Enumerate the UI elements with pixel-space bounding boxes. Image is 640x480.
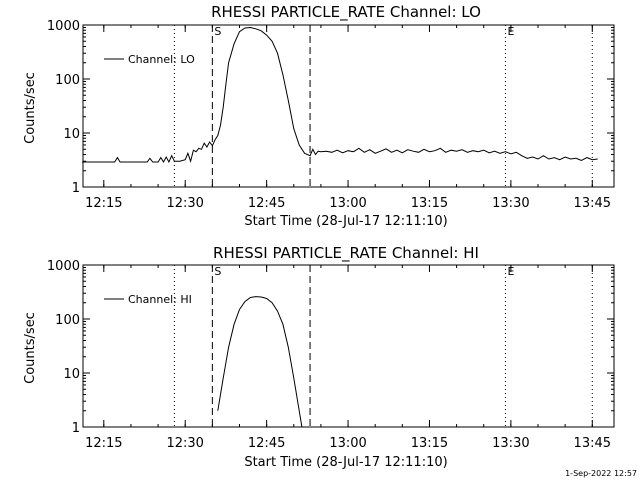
legend-label: Channel: LO [128, 53, 195, 66]
x-tick-label: 12:45 [248, 196, 285, 211]
panel-hi: RHESSI PARTICLE_RATE Channel: HI Counts/… [23, 244, 615, 470]
y-tick-label: 100 [55, 73, 80, 88]
y-tick-label: 1 [72, 421, 80, 436]
legend-label: Channel: HI [128, 293, 192, 306]
x-tick-label: 12:45 [248, 436, 285, 451]
x-tick-label: 12:15 [85, 436, 122, 451]
legend: Channel: LO [104, 53, 195, 66]
x-tick-label: 12:15 [85, 196, 122, 211]
series-line [82, 26, 598, 164]
chart-title: RHESSI PARTICLE_RATE Channel: LO [211, 3, 481, 22]
marker-label: E [507, 265, 514, 278]
plot-frame [82, 264, 615, 428]
x-tick-label: 13:45 [574, 436, 611, 451]
y-axis-label: Counts/sec [23, 72, 38, 144]
series-line [217, 296, 303, 428]
x-tick-label: 13:00 [329, 196, 366, 211]
y-tick-label: 100 [55, 313, 80, 328]
marker-label: S [214, 25, 221, 38]
x-tick-label: 13:15 [411, 196, 448, 211]
panel-lo: RHESSI PARTICLE_RATE Channel: LO Counts/… [23, 3, 615, 229]
x-tick-label: 13:30 [492, 196, 529, 211]
plot-frame [82, 24, 615, 188]
x-axis-label: Start Time (28-Jul-17 12:11:10) [244, 214, 447, 229]
marker-label: E [507, 25, 514, 38]
y-tick-label: 10 [63, 367, 80, 382]
y-tick-label: 1000 [47, 259, 80, 274]
x-tick-label: 13:15 [411, 436, 448, 451]
x-tick-label: 12:30 [166, 196, 203, 211]
x-tick-label: 13:00 [329, 436, 366, 451]
x-tick-label: 13:30 [492, 436, 529, 451]
x-tick-label: 12:30 [166, 436, 203, 451]
y-axis-label: Counts/sec [23, 312, 38, 384]
chart-title: RHESSI PARTICLE_RATE Channel: HI [213, 244, 479, 263]
y-tick-label: 1 [72, 181, 80, 196]
marker-label: S [214, 265, 221, 278]
legend: Channel: HI [104, 293, 192, 306]
y-tick-label: 1000 [47, 19, 80, 34]
x-tick-label: 13:45 [574, 196, 611, 211]
footer-timestamp: 1-Sep-2022 12:57 [565, 469, 637, 478]
x-axis-label: Start Time (28-Jul-17 12:11:10) [244, 455, 447, 470]
y-tick-label: 10 [63, 127, 80, 142]
